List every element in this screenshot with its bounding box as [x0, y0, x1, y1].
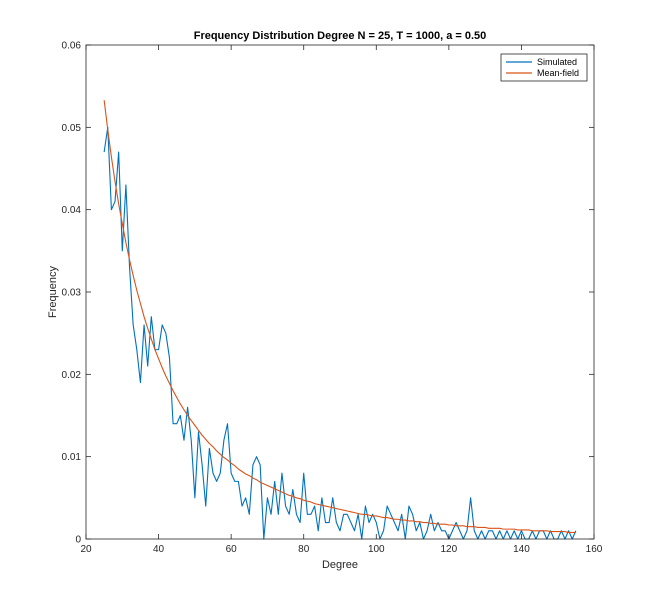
y-axis-label: Frequency [47, 266, 59, 318]
x-tick-label: 140 [513, 544, 530, 555]
chart-title: Frequency Distribution Degree N = 25, T … [194, 30, 487, 42]
series-line-simulated [103, 126, 577, 540]
x-axis-label: Degree [322, 559, 358, 571]
series-line-mean-field [103, 100, 576, 533]
x-tick-label: 100 [368, 544, 385, 555]
x-tick-label: 40 [153, 544, 165, 555]
plot-area [86, 45, 594, 539]
y-tick-label: 0.06 [62, 41, 82, 52]
y-tick-label: 0 [75, 535, 81, 546]
x-tick-label: 20 [80, 544, 92, 555]
x-tick-label: 120 [441, 544, 458, 555]
legend-box [500, 53, 588, 82]
legend-label-simulated: Simulated [537, 57, 577, 67]
legend-label-mean-field: Mean-field [537, 68, 579, 78]
legend: Simulated Mean-field [500, 53, 588, 82]
y-tick-label: 0.04 [62, 205, 82, 216]
y-tick-label: 0.02 [62, 370, 82, 381]
x-tick-label: 80 [298, 544, 310, 555]
x-tick-label: 60 [226, 544, 238, 555]
x-tick-label: 160 [586, 544, 603, 555]
y-tick-label: 0.03 [62, 288, 82, 299]
y-tick-label: 0.05 [62, 123, 82, 134]
y-tick-label: 0.01 [62, 452, 82, 463]
